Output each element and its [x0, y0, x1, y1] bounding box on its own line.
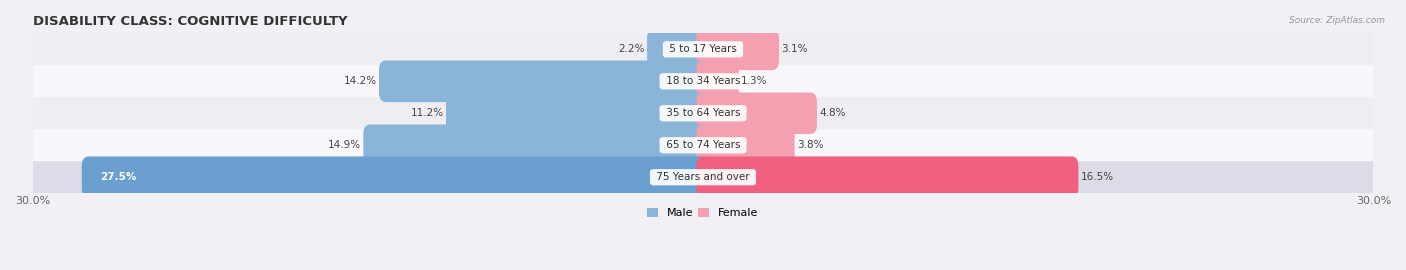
Text: 14.9%: 14.9%: [328, 140, 361, 150]
FancyBboxPatch shape: [696, 124, 794, 166]
Text: 16.5%: 16.5%: [1081, 172, 1114, 182]
FancyBboxPatch shape: [32, 33, 1374, 65]
FancyBboxPatch shape: [363, 124, 710, 166]
Text: DISABILITY CLASS: COGNITIVE DIFFICULTY: DISABILITY CLASS: COGNITIVE DIFFICULTY: [32, 15, 347, 28]
FancyBboxPatch shape: [696, 93, 817, 134]
FancyBboxPatch shape: [696, 60, 738, 102]
FancyBboxPatch shape: [32, 161, 1374, 193]
FancyBboxPatch shape: [647, 29, 710, 70]
Text: 65 to 74 Years: 65 to 74 Years: [662, 140, 744, 150]
Text: 3.8%: 3.8%: [797, 140, 824, 150]
FancyBboxPatch shape: [696, 29, 779, 70]
FancyBboxPatch shape: [82, 156, 710, 198]
Text: 14.2%: 14.2%: [343, 76, 377, 86]
FancyBboxPatch shape: [32, 97, 1374, 129]
Text: 11.2%: 11.2%: [411, 108, 444, 118]
Text: 18 to 34 Years: 18 to 34 Years: [662, 76, 744, 86]
Text: 2.2%: 2.2%: [619, 44, 645, 54]
FancyBboxPatch shape: [32, 65, 1374, 97]
FancyBboxPatch shape: [380, 60, 710, 102]
Text: Source: ZipAtlas.com: Source: ZipAtlas.com: [1289, 16, 1385, 25]
Text: 75 Years and over: 75 Years and over: [652, 172, 754, 182]
Text: 1.3%: 1.3%: [741, 76, 768, 86]
Text: 3.1%: 3.1%: [782, 44, 807, 54]
FancyBboxPatch shape: [696, 156, 1078, 198]
FancyBboxPatch shape: [446, 93, 710, 134]
Text: 27.5%: 27.5%: [100, 172, 136, 182]
Legend: Male, Female: Male, Female: [643, 204, 763, 223]
Text: 35 to 64 Years: 35 to 64 Years: [662, 108, 744, 118]
FancyBboxPatch shape: [32, 129, 1374, 161]
Text: 4.8%: 4.8%: [820, 108, 845, 118]
Text: 5 to 17 Years: 5 to 17 Years: [666, 44, 740, 54]
